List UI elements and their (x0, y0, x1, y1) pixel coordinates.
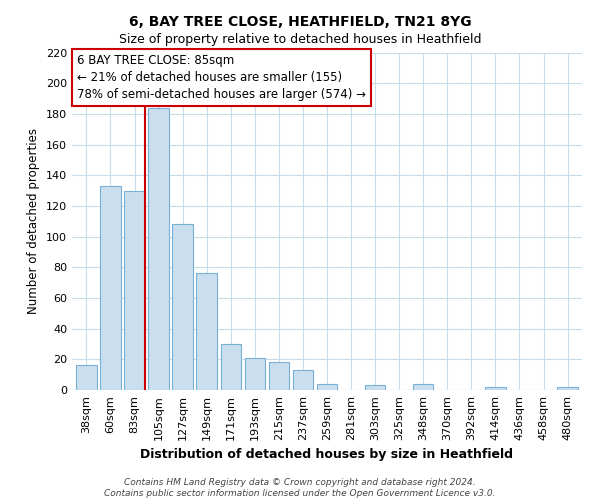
Bar (557, 387, 578, 390)
Bar (172, 224, 193, 390)
Bar (148, 108, 169, 390)
Bar (269, 362, 289, 390)
Bar (221, 344, 241, 390)
Bar (293, 370, 313, 390)
Bar (100, 186, 121, 390)
Y-axis label: Number of detached properties: Number of detached properties (28, 128, 40, 314)
Text: Contains HM Land Registry data © Crown copyright and database right 2024.
Contai: Contains HM Land Registry data © Crown c… (104, 478, 496, 498)
Text: 6, BAY TREE CLOSE, HEATHFIELD, TN21 8YG: 6, BAY TREE CLOSE, HEATHFIELD, TN21 8YG (128, 15, 472, 29)
Text: Size of property relative to detached houses in Heathfield: Size of property relative to detached ho… (119, 32, 481, 46)
Bar (76, 366, 97, 390)
Bar (245, 358, 265, 390)
Bar (485, 387, 506, 390)
Bar (196, 274, 217, 390)
Bar (365, 386, 385, 390)
Bar (317, 384, 337, 390)
X-axis label: Distribution of detached houses by size in Heathfield: Distribution of detached houses by size … (140, 448, 514, 461)
Text: 6 BAY TREE CLOSE: 85sqm
← 21% of detached houses are smaller (155)
78% of semi-d: 6 BAY TREE CLOSE: 85sqm ← 21% of detache… (77, 54, 366, 101)
Bar (413, 384, 433, 390)
Bar (124, 190, 145, 390)
